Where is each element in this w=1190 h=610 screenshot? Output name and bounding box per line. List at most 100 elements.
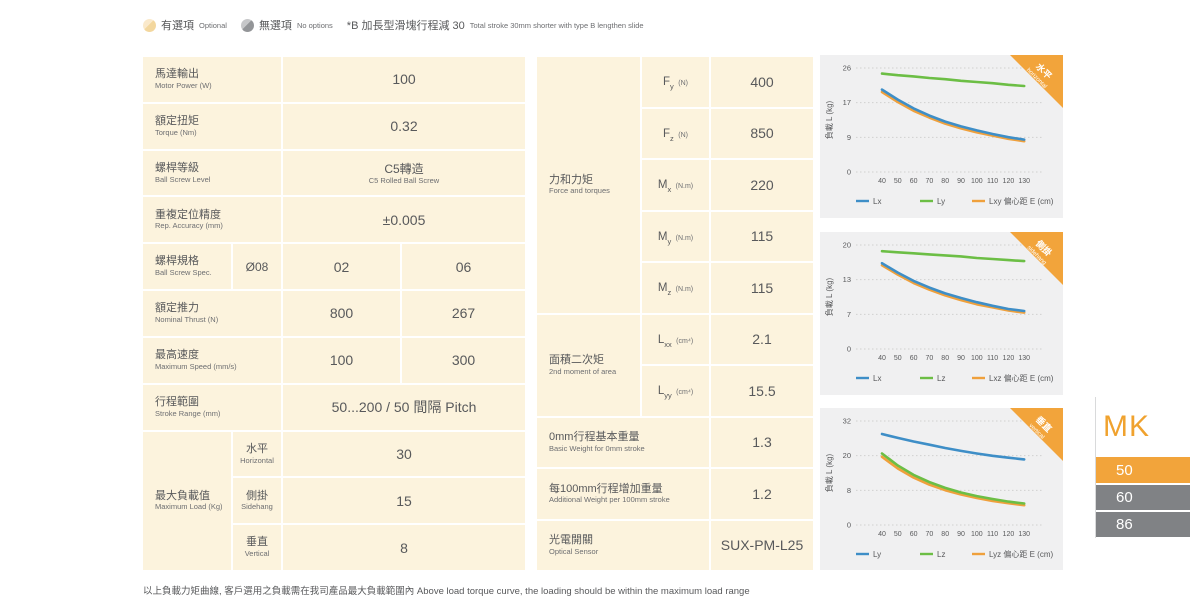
y-tick-label: 0	[847, 521, 851, 530]
no-options-circle-icon	[240, 18, 254, 32]
force-value: 1.2	[711, 469, 813, 519]
series-line-Lx	[880, 261, 1026, 313]
y-tick-label: 20	[843, 241, 851, 250]
series-line-Lx	[880, 88, 1026, 141]
x-tick-label: 50	[894, 355, 902, 362]
spec-value: 800	[283, 291, 400, 336]
no-options-label-en: No options	[296, 20, 333, 30]
no-options-label-zh: 無選項	[258, 20, 292, 32]
legend-label: Ly	[873, 550, 881, 559]
force-param-label: Fy (N)	[642, 57, 709, 107]
legend-label: Lyz 偏心距 E (cm)	[989, 549, 1053, 559]
force-value: 15.5	[711, 366, 813, 416]
y-tick-label: 0	[847, 168, 851, 177]
orientation-badge-triangle	[1010, 55, 1063, 108]
y-axis-label: 負載 L (kg)	[824, 100, 834, 139]
x-tick-label: 80	[941, 178, 949, 185]
x-tick-label: 40	[878, 531, 886, 538]
x-tick-label: 110	[987, 531, 998, 538]
x-tick-label: 70	[926, 178, 934, 185]
spec-row-label: 額定推力 Nominal Thrust (N)	[143, 291, 281, 336]
x-tick-label: 60	[910, 531, 918, 538]
x-tick-label: 90	[957, 355, 965, 362]
x-tick-label: 100	[971, 531, 983, 538]
optional-label-en: Optional	[199, 20, 227, 30]
force-value: SUX-PM-L25	[711, 520, 813, 570]
y-tick-label: 8	[847, 486, 851, 495]
spec-diameter-value: Ø08	[233, 244, 281, 290]
legend-label: Lxz 偏心距 E (cm)	[989, 373, 1054, 383]
series-line-Lz	[880, 452, 1026, 505]
spec-table: 馬達輸出 Motor Power (W) 100 額定扭矩 Torque (Nm) 0.3…	[143, 57, 527, 570]
force-group-label: 力和力矩 Force and torques	[537, 57, 640, 313]
series-line-Lxy	[880, 90, 1026, 143]
model-size-tab-86[interactable]: 86	[1096, 512, 1190, 537]
spec-row-label: 最高速度 Maximum Speed (mm/s)	[143, 337, 281, 383]
chart-horizontal: 26 17 9 0 負載 L (kg) 40 50 60 70 80 90 100 110 120 130 L…	[820, 55, 1063, 218]
force-row-label: 每100mm行程增加重量 Additional Weight per 100mm …	[537, 469, 709, 519]
top-legend: 有選項 Optional 無選項 No options *B 加長型滑塊行程減 …	[143, 17, 644, 33]
legend-label: Lxy 偏心距 E (cm)	[989, 196, 1054, 206]
spec-value: 267	[402, 291, 525, 336]
legend-label: Ly	[937, 197, 945, 206]
force-param-label: Lyy (cm⁴)	[642, 366, 709, 416]
y-tick-label: 20	[843, 451, 851, 460]
force-param-label: Lxx (cm⁴)	[642, 314, 709, 364]
force-row-label: 光電開關 Optical Sensor	[537, 520, 709, 570]
force-value: 2.1	[711, 314, 813, 364]
y-tick-label: 32	[843, 417, 851, 426]
legend-label: Lz	[937, 374, 945, 383]
x-tick-label: 100	[971, 178, 983, 185]
model-size-tab-60[interactable]: 60	[1096, 485, 1190, 510]
spec-value: 0.32	[283, 103, 525, 149]
spec-value: 300	[402, 337, 525, 383]
spec-value: 8	[283, 525, 525, 570]
x-tick-label: 110	[987, 178, 998, 185]
spec-row-label: 馬達輸出 Motor Power (W)	[143, 57, 281, 102]
spec-value: 02	[283, 244, 400, 290]
force-value: 400	[711, 57, 813, 107]
model-size-tab-50[interactable]: 50	[1096, 457, 1190, 483]
x-tick-label: 70	[926, 355, 934, 362]
series-line-Lz	[880, 249, 1026, 263]
y-tick-label: 0	[847, 345, 851, 354]
spec-row-label: 重複定位精度 Rep. Accuracy (mm)	[143, 197, 281, 243]
spec-value: 50...200 / 50 間隔 Pitch	[283, 384, 525, 430]
spec-value: 30	[283, 431, 525, 477]
orientation-badge-triangle	[1010, 232, 1063, 285]
spec-value: ±0.005	[283, 197, 525, 243]
x-tick-label: 50	[894, 531, 902, 538]
force-param-label: Mz (N.m)	[642, 263, 709, 313]
force-param-label: Mx (N.m)	[642, 160, 709, 210]
x-tick-label: 130	[1018, 531, 1030, 538]
y-tick-label: 26	[843, 64, 851, 73]
spec-row-label: 螺桿規格 Ball Screw Spec.	[143, 244, 231, 290]
series-line-Ly	[880, 432, 1026, 461]
note-zh: *B 加長型滑塊行程減 30	[346, 20, 465, 32]
spec-value: 100	[283, 337, 400, 383]
x-tick-label: 50	[894, 178, 902, 185]
y-tick-label: 17	[843, 98, 851, 107]
force-value: 1.3	[711, 417, 813, 467]
force-value: 220	[711, 160, 813, 210]
x-tick-label: 90	[957, 178, 965, 185]
series-line-Lxz	[880, 263, 1026, 314]
x-tick-label: 80	[941, 531, 949, 538]
force-value: 850	[711, 108, 813, 158]
optional-label-zh: 有選項	[161, 20, 194, 32]
legend-label: Lx	[873, 197, 881, 206]
x-tick-label: 130	[1018, 178, 1030, 185]
x-tick-label: 40	[878, 355, 886, 362]
x-tick-label: 100	[971, 355, 983, 362]
x-tick-label: 40	[878, 178, 886, 185]
sidebar-divider	[1095, 397, 1096, 538]
x-tick-label: 90	[957, 531, 965, 538]
x-tick-label: 60	[910, 355, 918, 362]
force-value: 115	[711, 263, 813, 313]
spec-subrow-label: 垂直 Vertical	[233, 525, 281, 570]
y-axis-label: 負載 L (kg)	[824, 453, 834, 492]
force-torque-table: 力和力矩 Force and torques Fy (N) 400 Fz (N) 850 M…	[537, 57, 813, 570]
x-tick-label: 120	[1003, 355, 1015, 362]
